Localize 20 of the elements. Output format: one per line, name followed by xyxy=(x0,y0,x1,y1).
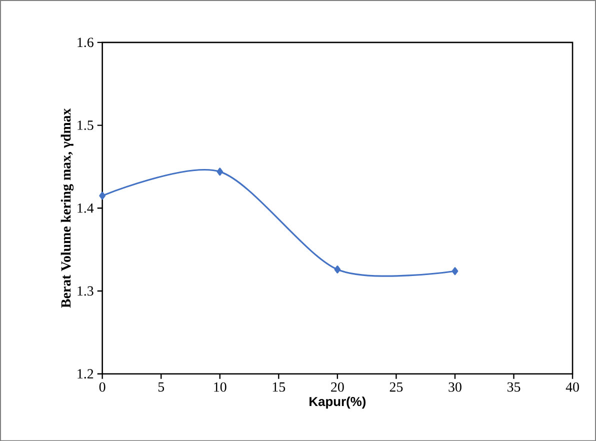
y-tick-label: 1.6 xyxy=(78,38,94,48)
x-tick-label: 25 xyxy=(390,382,403,392)
point xyxy=(216,168,224,176)
y-tick-label: 1.4 xyxy=(78,203,94,213)
y-tick-label: 1.3 xyxy=(78,286,94,296)
point xyxy=(99,192,106,200)
x-tick-label: 35 xyxy=(507,382,520,392)
x-tick-label: 30 xyxy=(448,382,462,392)
x-tick-label: 0 xyxy=(99,382,106,392)
x-tick-label: 10 xyxy=(214,382,226,392)
x-axis-title: Kapur(%) xyxy=(310,396,366,409)
y-tick-label: 1.5 xyxy=(78,120,94,130)
point xyxy=(452,267,458,275)
x-tick-label: 15 xyxy=(272,382,286,392)
point xyxy=(334,265,341,274)
x-tick-label: 20 xyxy=(331,382,344,392)
y-tick-label: 1.2 xyxy=(78,369,94,378)
y-axis-title: Berat Volume kering max, γdmax xyxy=(60,108,74,308)
x-tick-label: 5 xyxy=(158,382,164,392)
x-tick-label: 40 xyxy=(566,382,579,392)
